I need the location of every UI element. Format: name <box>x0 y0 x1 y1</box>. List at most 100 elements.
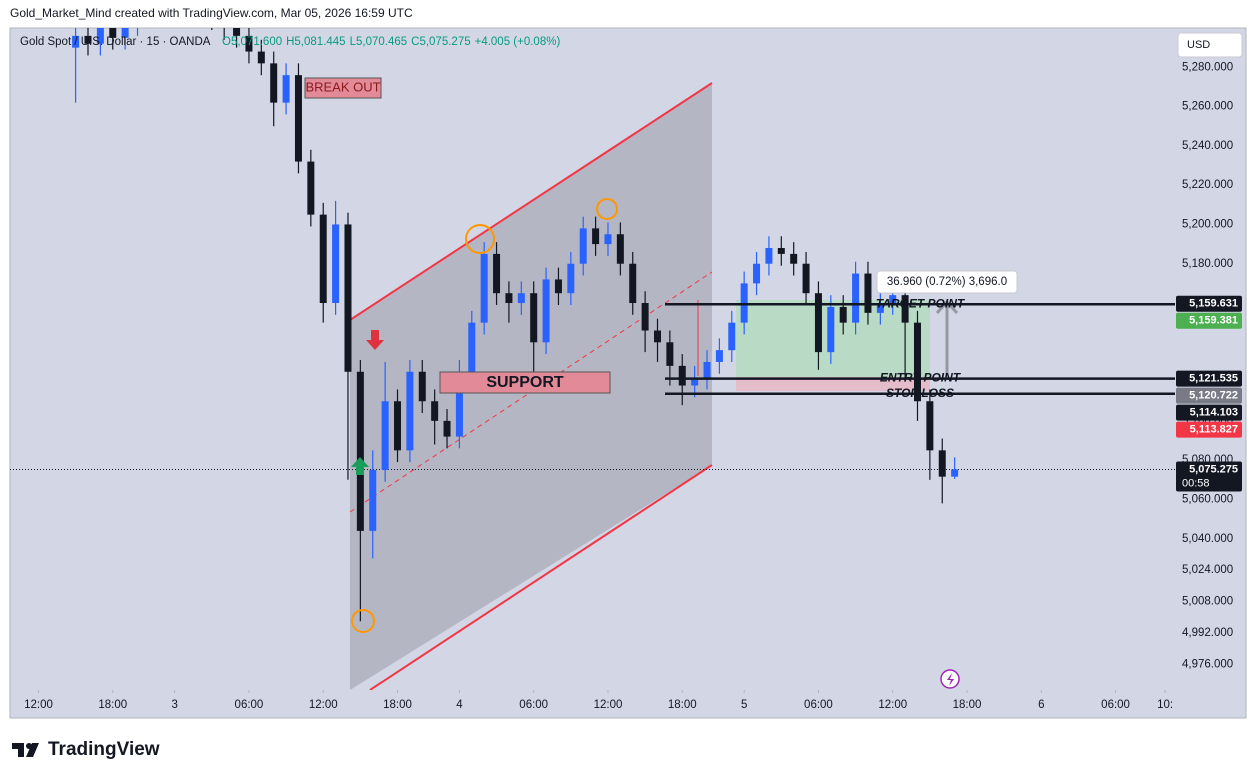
candle-body <box>604 234 612 245</box>
candle-body <box>294 75 302 162</box>
y-tick-label: 5,240.000 <box>1182 140 1233 152</box>
candle-body <box>715 350 723 362</box>
y-tick-label: 4,976.000 <box>1182 658 1233 670</box>
price-label-box <box>1176 370 1242 387</box>
candle-body <box>394 401 402 451</box>
candle-body <box>505 293 513 304</box>
support-label: SUPPORT <box>486 374 564 391</box>
support-box <box>439 371 611 394</box>
level-label: STOP LOSS <box>886 386 954 400</box>
x-tick-label: 06:00 <box>519 699 548 711</box>
candle-body <box>356 371 364 531</box>
x-tick-label: 06:00 <box>1101 699 1130 711</box>
channel-lower <box>369 464 713 690</box>
price-label: 5,159.631 <box>1189 298 1238 310</box>
candle-body <box>913 322 921 402</box>
candle-body <box>455 371 463 437</box>
ohlc-value: O5,071.600 <box>222 36 282 48</box>
price-label-box <box>1176 421 1242 438</box>
candle-body <box>406 371 414 451</box>
event-icon-bolt <box>947 673 954 686</box>
logo-dot <box>26 743 32 749</box>
candle-body <box>121 28 129 38</box>
caption: Gold_Market_Mind created with TradingVie… <box>10 6 413 20</box>
candle-body <box>319 214 327 304</box>
candle-body <box>84 35 92 44</box>
x-tick-label: 6 <box>1038 699 1044 711</box>
price-label: 5,114.103 <box>1190 406 1238 418</box>
candle-body <box>666 342 674 366</box>
candle-body <box>72 35 80 48</box>
candle-body <box>554 279 562 294</box>
currency-button[interactable] <box>1177 32 1243 58</box>
price-label: 5,113.827 <box>1190 423 1238 435</box>
price-label-box <box>1176 387 1242 404</box>
ohlc-value: C5,075.275 <box>411 36 470 48</box>
x-tick-label: 3 <box>171 699 177 711</box>
price-label: 5,159.381 <box>1189 315 1238 327</box>
price-label-box <box>1176 404 1242 421</box>
y-tick-label: 5,220.000 <box>1182 179 1233 191</box>
candle-body <box>678 365 686 386</box>
x-tick-label: 5 <box>741 699 747 711</box>
arrow-down <box>366 330 384 350</box>
candle-body <box>468 322 476 372</box>
measure-box <box>876 270 1018 294</box>
candle-body <box>951 469 959 477</box>
break-out-label: BREAK OUT <box>305 79 380 94</box>
price-label-box <box>1176 312 1242 329</box>
price-label: 5,121.535 <box>1189 372 1238 384</box>
candle-body <box>233 28 241 36</box>
x-tick-label: 12:00 <box>878 699 907 711</box>
price-label: 5,120.722 <box>1189 389 1238 401</box>
candle-body <box>443 420 451 437</box>
x-tick-label: 12:00 <box>24 699 53 711</box>
candle-body <box>493 253 501 294</box>
candle-body <box>344 224 352 372</box>
x-tick-label: 18:00 <box>668 699 697 711</box>
candle-body <box>517 293 525 304</box>
candle-body <box>777 248 785 254</box>
candle-body <box>629 263 637 304</box>
x-tick-label: 12:00 <box>309 699 338 711</box>
candle-body <box>245 35 253 52</box>
price-label-box <box>1176 461 1242 492</box>
candle-body <box>418 371 426 402</box>
candle-body <box>592 228 600 245</box>
candle-body <box>839 306 847 323</box>
candle-body <box>728 322 736 351</box>
channel-upper <box>349 82 713 321</box>
x-tick-label: 06:00 <box>235 699 264 711</box>
marker-circle <box>596 198 618 220</box>
candle-body <box>765 248 773 264</box>
candle-body <box>889 295 897 304</box>
countdown: 00:58 <box>1182 477 1210 489</box>
candle-body <box>381 401 389 470</box>
level-label: ENTRY POINT <box>880 371 962 385</box>
x-tick-label: 18:00 <box>98 699 127 711</box>
measure-arrow-head <box>935 299 959 315</box>
y-tick-label: 5,180.000 <box>1182 258 1233 270</box>
candle-body <box>641 303 649 331</box>
x-tick-label: 12:00 <box>594 699 623 711</box>
candle-body <box>790 253 798 264</box>
candle-body <box>480 253 488 323</box>
candles <box>72 28 959 622</box>
candle-body <box>332 224 340 304</box>
candle-body <box>802 263 810 294</box>
candle-body <box>542 279 550 343</box>
symbol: Gold Spot / U.S. Dollar · 15 · OANDA <box>20 36 211 48</box>
ohlc-value: L5,070.465 <box>350 36 408 48</box>
candle-body <box>864 273 872 313</box>
y-tick-label: 5,040.000 <box>1182 533 1233 545</box>
candle-body <box>876 303 884 313</box>
candle-body <box>96 28 104 44</box>
candle-body <box>901 295 909 323</box>
candle-body <box>616 234 624 264</box>
brand: TradingView <box>48 739 160 760</box>
x-tick-label: 06:00 <box>804 699 833 711</box>
candle-body <box>753 263 761 284</box>
y-tick-label: 5,200.000 <box>1182 218 1233 230</box>
candle-body <box>814 293 822 353</box>
